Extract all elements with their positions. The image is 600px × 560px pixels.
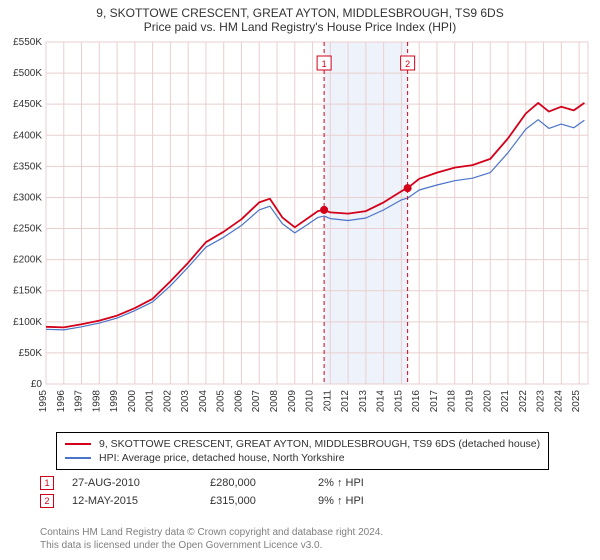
sale-date: 12-MAY-2015 (72, 492, 192, 510)
svg-text:2024: 2024 (553, 390, 564, 413)
sale-marker-box: 1 (40, 476, 54, 490)
legend-row: HPI: Average price, detached house, Nort… (65, 451, 540, 465)
legend-label: 9, SKOTTOWE CRESCENT, GREAT AYTON, MIDDL… (99, 437, 540, 451)
sale-hpi: 9% ↑ HPI (318, 492, 408, 510)
svg-text:2008: 2008 (269, 390, 280, 413)
svg-text:£500K: £500K (13, 68, 42, 79)
svg-text:2009: 2009 (287, 390, 298, 413)
sales-table: 1 27-AUG-2010 £280,000 2% ↑ HPI 2 12-MAY… (40, 474, 408, 510)
svg-text:£50K: £50K (19, 348, 43, 359)
svg-text:£550K: £550K (13, 38, 42, 48)
sale-marker-number: 2 (44, 492, 49, 510)
sale-price: £280,000 (210, 474, 300, 492)
svg-text:£250K: £250K (13, 224, 42, 235)
sales-row: 2 12-MAY-2015 £315,000 9% ↑ HPI (40, 492, 408, 510)
sales-row: 1 27-AUG-2010 £280,000 2% ↑ HPI (40, 474, 408, 492)
footer: Contains HM Land Registry data © Crown c… (40, 526, 383, 552)
svg-text:2020: 2020 (482, 390, 493, 413)
legend-swatch (65, 443, 91, 445)
svg-text:£350K: £350K (13, 161, 42, 172)
svg-text:2005: 2005 (216, 390, 227, 413)
svg-text:2007: 2007 (251, 390, 262, 413)
svg-text:1998: 1998 (91, 390, 102, 413)
sale-price: £315,000 (210, 492, 300, 510)
svg-text:£300K: £300K (13, 192, 42, 203)
chart: £0 £50K £100K £150K £200K £250K £300K £350K £400… (0, 38, 600, 430)
svg-text:£200K: £200K (13, 255, 42, 266)
sale-marker-number: 1 (44, 474, 49, 492)
svg-text:2023: 2023 (536, 390, 547, 413)
svg-text:2019: 2019 (464, 390, 475, 413)
page-title: 9, SKOTTOWE CRESCENT, GREAT AYTON, MIDDL… (0, 0, 600, 20)
legend: 9, SKOTTOWE CRESCENT, GREAT AYTON, MIDDL… (56, 432, 549, 470)
svg-text:2017: 2017 (429, 390, 440, 413)
svg-text:2004: 2004 (198, 390, 209, 413)
svg-text:1999: 1999 (109, 390, 120, 413)
svg-text:2001: 2001 (145, 390, 156, 413)
svg-text:£100K: £100K (13, 317, 42, 328)
page-subtitle: Price paid vs. HM Land Registry's House … (0, 20, 600, 38)
svg-text:2000: 2000 (127, 390, 138, 413)
svg-text:£0: £0 (31, 379, 43, 390)
svg-text:£150K: £150K (13, 286, 42, 297)
svg-text:2011: 2011 (322, 390, 333, 412)
svg-text:£400K: £400K (13, 130, 42, 141)
sale-marker-box: 2 (40, 494, 54, 508)
legend-swatch (65, 457, 91, 459)
svg-text:£450K: £450K (13, 99, 42, 110)
svg-text:2002: 2002 (162, 390, 173, 413)
sale-hpi: 2% ↑ HPI (318, 474, 408, 492)
line-chart-svg: £0 £50K £100K £150K £200K £250K £300K £350K £400… (0, 38, 600, 430)
footer-line: This data is licensed under the Open Gov… (40, 539, 383, 552)
svg-text:1: 1 (322, 59, 327, 69)
svg-text:1995: 1995 (38, 390, 49, 413)
svg-text:2021: 2021 (500, 390, 511, 413)
svg-text:1996: 1996 (56, 390, 67, 413)
legend-row: 9, SKOTTOWE CRESCENT, GREAT AYTON, MIDDL… (65, 437, 540, 451)
sale-date: 27-AUG-2010 (72, 474, 192, 492)
svg-text:2013: 2013 (358, 390, 369, 413)
svg-text:2015: 2015 (393, 390, 404, 413)
svg-text:2018: 2018 (447, 390, 458, 413)
svg-text:2: 2 (405, 59, 410, 69)
svg-text:2012: 2012 (340, 390, 351, 413)
svg-text:2003: 2003 (180, 390, 191, 413)
svg-text:2010: 2010 (305, 390, 316, 413)
svg-text:2016: 2016 (411, 390, 422, 413)
svg-text:1997: 1997 (74, 390, 85, 413)
svg-text:2022: 2022 (518, 390, 529, 413)
svg-text:2006: 2006 (233, 390, 244, 413)
legend-label: HPI: Average price, detached house, Nort… (99, 451, 345, 465)
svg-text:2014: 2014 (376, 390, 387, 413)
footer-line: Contains HM Land Registry data © Crown c… (40, 526, 383, 539)
svg-text:2025: 2025 (571, 390, 582, 413)
